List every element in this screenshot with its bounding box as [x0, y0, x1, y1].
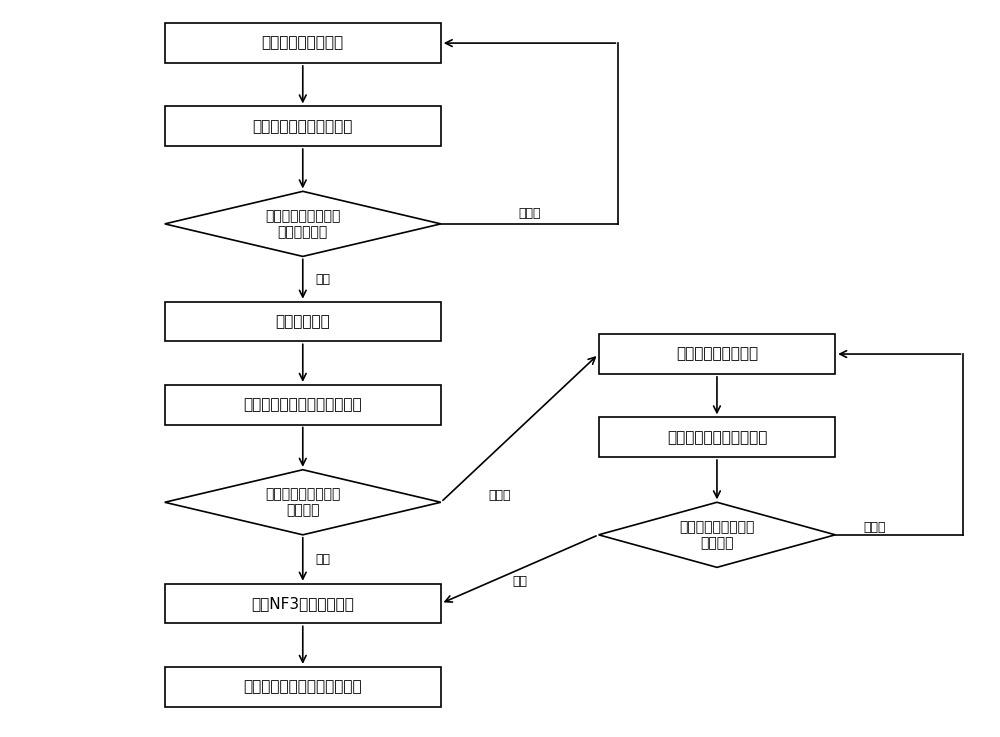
Polygon shape — [165, 192, 441, 256]
Text: 对真空腔体沉积衬底: 对真空腔体沉积衬底 — [676, 346, 758, 362]
Text: 不一致: 不一致 — [863, 521, 886, 534]
Text: 比较沉积衬底计数和
漏率检测计数: 比较沉积衬底计数和 漏率检测计数 — [265, 209, 340, 239]
Text: 不一致: 不一致 — [518, 206, 541, 220]
FancyBboxPatch shape — [599, 417, 835, 457]
Polygon shape — [599, 503, 835, 567]
Text: 对真空腔体沉积衬底: 对真空腔体沉积衬底 — [262, 35, 344, 51]
Text: 将衬底从真空腔体中移除: 将衬底从真空腔体中移除 — [253, 119, 353, 133]
Polygon shape — [165, 469, 441, 535]
Text: 比较沉积衬底计数和
自清计数: 比较沉积衬底计数和 自清计数 — [679, 520, 755, 550]
FancyBboxPatch shape — [165, 106, 441, 146]
FancyBboxPatch shape — [599, 334, 835, 374]
Text: 将沉积的衬底与真空腔体脱离: 将沉积的衬底与真空腔体脱离 — [243, 397, 362, 412]
Text: 一致: 一致 — [512, 576, 527, 588]
Text: 采用NF3自清真空腔体: 采用NF3自清真空腔体 — [251, 596, 354, 611]
Text: 将衬底从真空腔体中移除: 将衬底从真空腔体中移除 — [667, 430, 767, 444]
FancyBboxPatch shape — [165, 584, 441, 624]
FancyBboxPatch shape — [165, 23, 441, 63]
FancyBboxPatch shape — [165, 385, 441, 425]
Text: 一致: 一致 — [315, 273, 330, 285]
Text: 将沉积的衬底与真空腔体脱离: 将沉积的衬底与真空腔体脱离 — [243, 680, 362, 694]
Text: 自动漏率检测: 自动漏率检测 — [275, 314, 330, 329]
FancyBboxPatch shape — [165, 667, 441, 707]
FancyBboxPatch shape — [165, 301, 441, 341]
Text: 一致: 一致 — [315, 553, 330, 566]
Text: 比较沉积衬底计数和
自清计数: 比较沉积衬底计数和 自清计数 — [265, 487, 340, 517]
Text: 不一致: 不一致 — [489, 489, 511, 502]
